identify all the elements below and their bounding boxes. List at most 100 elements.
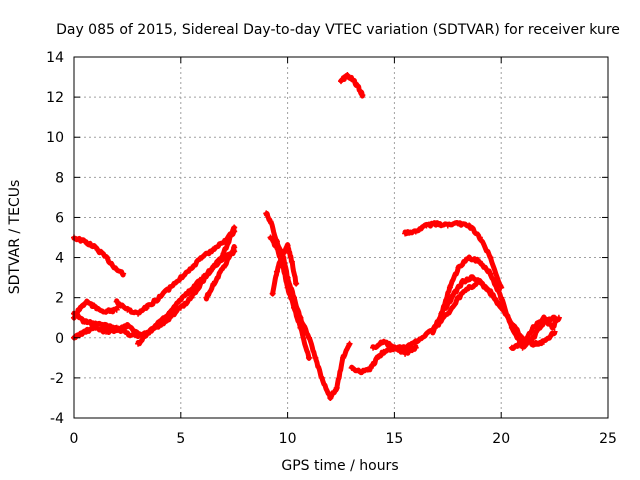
data-point [374, 354, 381, 361]
data-point [267, 218, 274, 225]
data-point [278, 254, 285, 261]
data-point [444, 222, 451, 229]
y-tick-label: -2 [50, 371, 64, 387]
data-point [423, 222, 430, 229]
data-point [220, 250, 227, 257]
data-point [350, 78, 357, 85]
x-tick-label: 20 [492, 431, 510, 447]
data-point [284, 284, 291, 291]
data-point [476, 278, 483, 285]
data-point [438, 310, 445, 317]
data-point [145, 302, 152, 309]
data-point [348, 364, 355, 371]
data-point [291, 304, 298, 311]
data-point [344, 72, 351, 79]
data-point [113, 306, 120, 313]
data-point [220, 238, 227, 245]
data-point [466, 222, 473, 229]
data-point [540, 338, 547, 345]
data-point [273, 244, 280, 251]
data-point [280, 264, 287, 271]
data-point [487, 254, 494, 261]
series-line [71, 298, 120, 321]
data-point [188, 294, 195, 301]
data-point [92, 320, 99, 327]
data-point [124, 306, 131, 313]
data-point [444, 310, 451, 317]
data-point [135, 340, 142, 347]
data-point [346, 340, 353, 347]
data-point [434, 220, 441, 227]
data-point [92, 244, 99, 251]
data-point [124, 322, 131, 329]
data-point [476, 258, 483, 265]
data-point [113, 298, 120, 305]
data-series [71, 72, 562, 401]
x-tick-label: 0 [70, 431, 79, 447]
data-point [156, 322, 163, 329]
data-point [263, 210, 270, 217]
data-point [284, 242, 291, 249]
data-point [498, 294, 505, 301]
series-line [402, 220, 504, 290]
data-point [305, 334, 312, 341]
data-point [288, 258, 295, 265]
data-point [412, 338, 419, 345]
data-point [530, 340, 537, 347]
data-point [103, 254, 110, 261]
data-point [412, 344, 419, 351]
data-point [103, 328, 110, 335]
data-point [442, 304, 449, 311]
data-point [124, 330, 131, 337]
data-point [167, 284, 174, 291]
data-point [103, 322, 110, 329]
data-point [177, 296, 184, 303]
data-point [120, 270, 127, 277]
y-tick-label: 6 [55, 210, 64, 226]
data-point [423, 330, 430, 337]
y-tick-label: 12 [46, 90, 64, 106]
data-point [203, 294, 210, 301]
data-point [135, 310, 142, 317]
data-point [231, 244, 238, 251]
y-axis-label: SDTVAR / TECUs [7, 180, 23, 295]
data-point [468, 274, 475, 281]
data-point [555, 314, 562, 321]
plot-frame [73, 56, 609, 419]
x-axis-ticks: 0 5 10 15 20 25 [70, 57, 617, 447]
data-point [466, 254, 473, 261]
y-tick-label: 4 [55, 251, 64, 267]
data-point [340, 354, 347, 361]
series-line [135, 225, 237, 347]
x-tick-label: 15 [385, 431, 403, 447]
data-point [273, 268, 280, 275]
data-point [267, 234, 274, 241]
data-point [333, 384, 340, 391]
data-point [167, 314, 174, 321]
data-point [211, 278, 218, 285]
data-point [293, 280, 300, 287]
data-point [487, 290, 494, 297]
data-point [113, 324, 120, 331]
data-point [231, 224, 238, 231]
series-line [203, 244, 237, 302]
data-point [269, 290, 276, 297]
y-tick-label: 8 [55, 170, 64, 186]
data-point [318, 374, 325, 381]
data-point [199, 254, 206, 261]
data-point [209, 246, 216, 253]
data-point [359, 368, 366, 375]
y-tick-label: 0 [55, 331, 64, 347]
data-point [451, 290, 458, 297]
data-point [92, 304, 99, 311]
data-point [327, 394, 334, 401]
data-point [113, 266, 120, 273]
data-point [455, 294, 462, 301]
chart-title: Day 085 of 2015, Sidereal Day-to-day VTE… [56, 22, 620, 38]
data-point [476, 234, 483, 241]
x-tick-label: 25 [599, 431, 617, 447]
data-point [446, 284, 453, 291]
data-point [551, 328, 558, 335]
